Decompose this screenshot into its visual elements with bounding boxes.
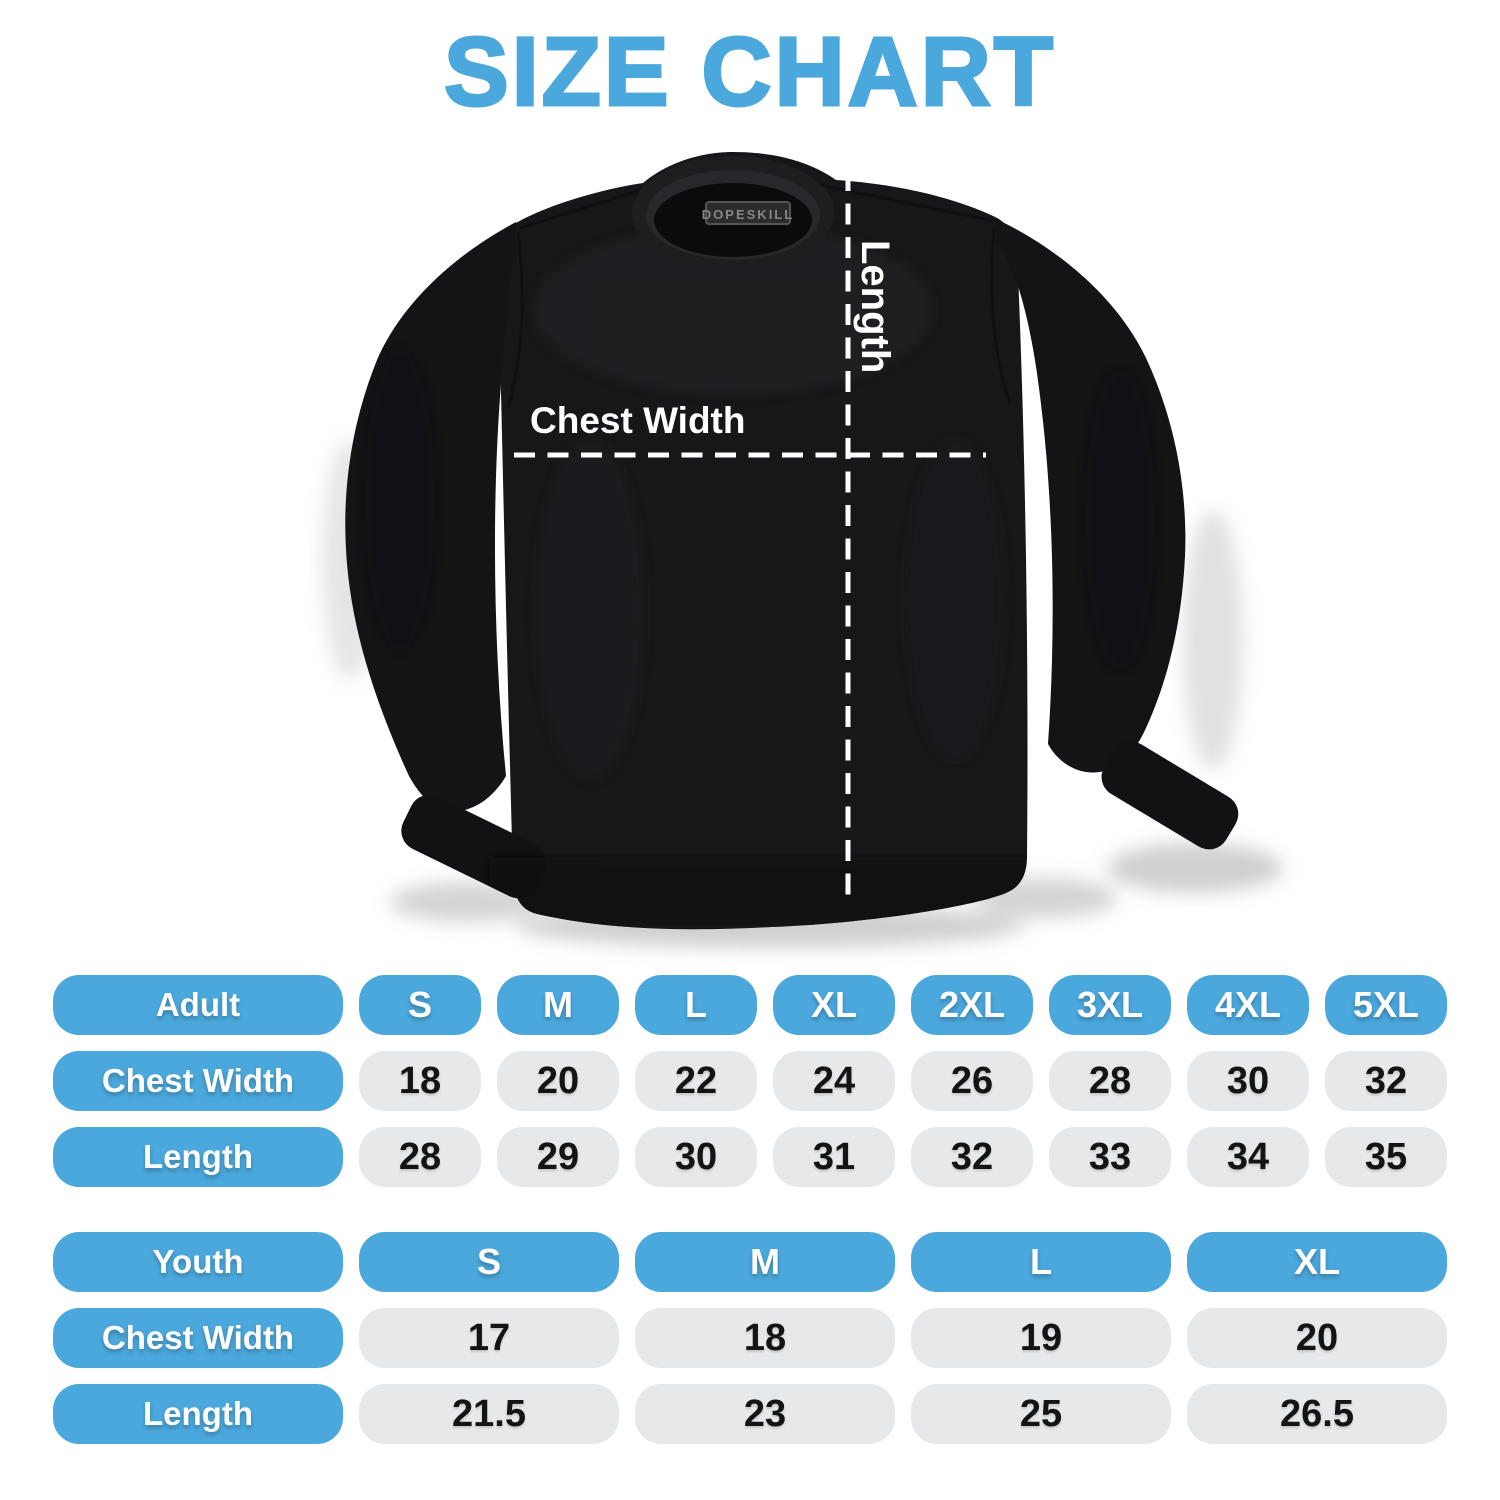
adult-length-value: 32 xyxy=(911,1127,1033,1187)
youth-size-header: L xyxy=(911,1232,1171,1292)
adult-chest-width-value: 22 xyxy=(635,1051,757,1111)
chest-width-diagram-label: Chest Width xyxy=(530,400,745,441)
length-diagram-label: Length xyxy=(853,240,897,373)
adult-chest-width-value: 28 xyxy=(1049,1051,1171,1111)
adult-size-header: M xyxy=(497,975,619,1035)
youth-chest-width-row: Chest Width 17 18 19 20 xyxy=(53,1308,1447,1368)
adult-size-header: S xyxy=(359,975,481,1035)
adult-chest-width-value: 30 xyxy=(1187,1051,1309,1111)
adult-size-header: 5XL xyxy=(1325,975,1447,1035)
adult-size-header: L xyxy=(635,975,757,1035)
adult-length-value: 31 xyxy=(773,1127,895,1187)
youth-chest-width-value: 18 xyxy=(635,1308,895,1368)
adult-chest-width-value: 24 xyxy=(773,1051,895,1111)
adult-chest-width-label: Chest Width xyxy=(53,1051,343,1111)
youth-table-title: Youth xyxy=(53,1232,343,1292)
adult-chest-width-value: 32 xyxy=(1325,1051,1447,1111)
youth-chest-width-value: 17 xyxy=(359,1308,619,1368)
adult-length-label: Length xyxy=(53,1127,343,1187)
adult-chest-width-value: 26 xyxy=(911,1051,1033,1111)
fabric-shading xyxy=(365,225,1155,928)
table-spacer xyxy=(53,1203,1447,1232)
adult-length-row: Length 28 29 30 31 32 33 34 35 xyxy=(53,1127,1447,1187)
adult-table-title: Adult xyxy=(53,975,343,1035)
adult-length-value: 30 xyxy=(635,1127,757,1187)
youth-size-header: XL xyxy=(1187,1232,1447,1292)
youth-size-header: M xyxy=(635,1232,895,1292)
youth-size-header: S xyxy=(359,1232,619,1292)
size-tables: Adult S M L XL 2XL 3XL 4XL 5XL Chest Wid… xyxy=(53,975,1447,1460)
youth-chest-width-value: 19 xyxy=(911,1308,1171,1368)
youth-length-row: Length 21.5 23 25 26.5 xyxy=(53,1384,1447,1444)
youth-length-value: 26.5 xyxy=(1187,1384,1447,1444)
youth-chest-width-value: 20 xyxy=(1187,1308,1447,1368)
youth-header-row: Youth S M L XL xyxy=(53,1232,1447,1292)
youth-length-value: 23 xyxy=(635,1384,895,1444)
adult-size-header: 4XL xyxy=(1187,975,1309,1035)
adult-length-value: 29 xyxy=(497,1127,619,1187)
brand-tag-label: DOPESKILL xyxy=(702,207,794,222)
adult-size-header: XL xyxy=(773,975,895,1035)
brand-tag xyxy=(705,201,791,225)
adult-header-row: Adult S M L XL 2XL 3XL 4XL 5XL xyxy=(53,975,1447,1035)
page-title: SIZE CHART xyxy=(443,16,1056,128)
collar: DOPESKILL xyxy=(632,156,834,270)
shirt-diagram: DOPESKILL Chest Width Length xyxy=(322,152,1283,948)
adult-size-header: 3XL xyxy=(1049,975,1171,1035)
youth-length-label: Length xyxy=(53,1384,343,1444)
adult-chest-width-value: 18 xyxy=(359,1051,481,1111)
adult-chest-width-value: 20 xyxy=(497,1051,619,1111)
youth-chest-width-label: Chest Width xyxy=(53,1308,343,1368)
adult-length-value: 28 xyxy=(359,1127,481,1187)
youth-length-value: 25 xyxy=(911,1384,1171,1444)
shirt-seams xyxy=(506,183,1012,409)
youth-length-value: 21.5 xyxy=(359,1384,619,1444)
adult-length-value: 34 xyxy=(1187,1127,1309,1187)
adult-size-header: 2XL xyxy=(911,975,1033,1035)
adult-length-value: 33 xyxy=(1049,1127,1171,1187)
adult-table: Adult S M L XL 2XL 3XL 4XL 5XL Chest Wid… xyxy=(53,975,1447,1187)
youth-table: Youth S M L XL Chest Width 17 18 19 20 L… xyxy=(53,1232,1447,1444)
adult-length-value: 35 xyxy=(1325,1127,1447,1187)
adult-chest-width-row: Chest Width 18 20 22 24 26 28 30 32 xyxy=(53,1051,1447,1111)
